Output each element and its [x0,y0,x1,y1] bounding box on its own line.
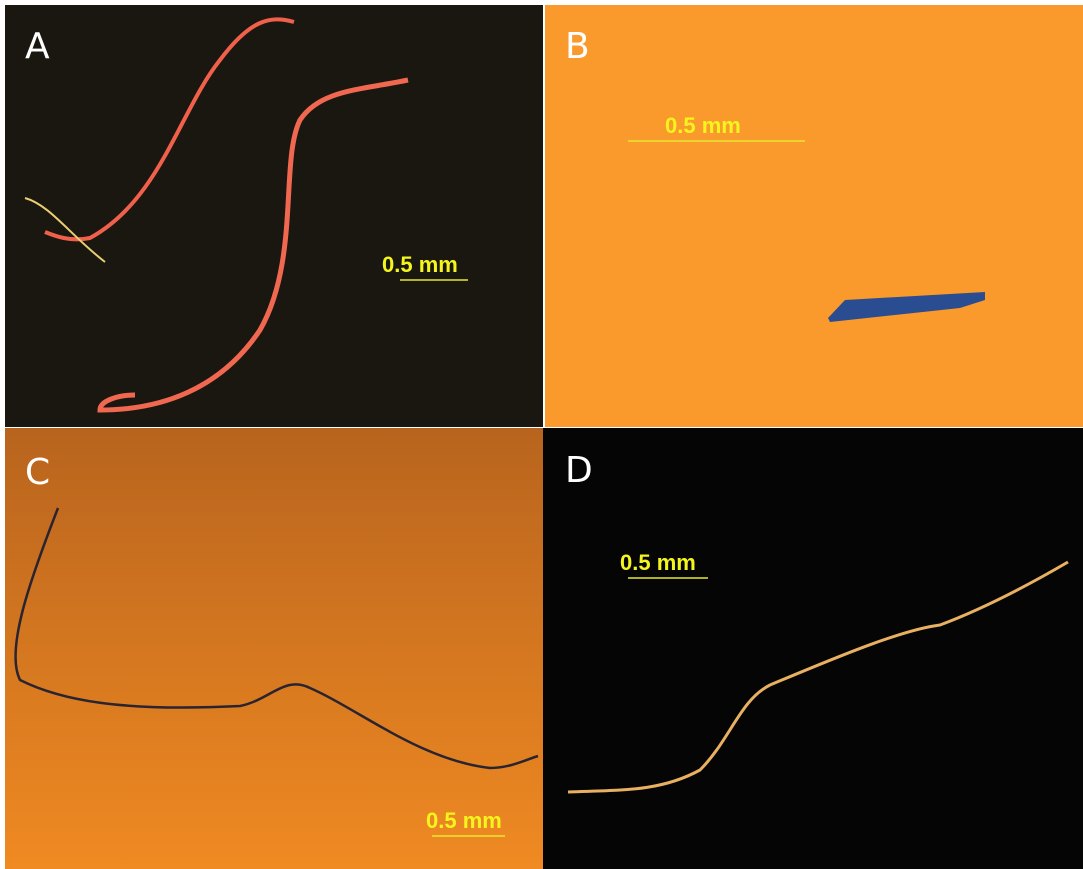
panel-label: B [565,26,590,67]
figure: A 0.5 mm B 0.5 mm C 0.5 mm D 0.5 mm [0,0,1083,869]
scale-label: 0.5 mm [620,550,696,575]
panel-d: D 0.5 mm [543,428,1083,869]
panel-label: C [25,452,50,493]
panel-background [543,428,1083,869]
scale-label: 0.5 mm [665,113,741,138]
panel-label: A [25,26,50,67]
scale-label: 0.5 mm [382,252,458,277]
panel-background [5,428,543,869]
panel-label: D [565,450,593,491]
panel-a: A 0.5 mm [5,5,543,427]
panel-c: C 0.5 mm [5,428,543,869]
panel-b: B 0.5 mm [545,5,1083,427]
panel-background [5,5,543,427]
panel-background [545,5,1083,427]
scale-label: 0.5 mm [426,808,502,833]
